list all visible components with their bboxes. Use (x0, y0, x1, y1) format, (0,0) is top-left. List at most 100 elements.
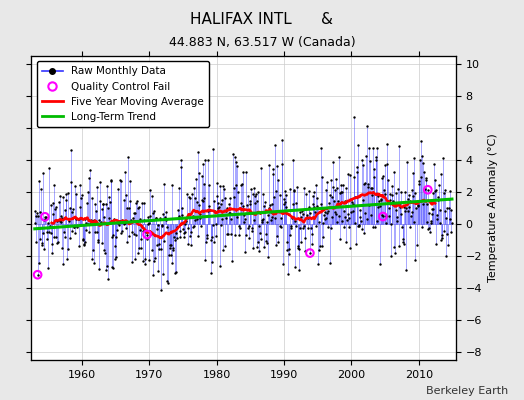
Point (64, 190, 72, 197)
Point (219, 183, 227, 189)
Point (136, 226, 145, 233)
Point (339, 182, 347, 188)
Point (304, 224, 312, 231)
Point (271, 141, 279, 148)
Point (130, 210, 139, 216)
Point (187, 242, 195, 248)
Point (313, 194, 321, 201)
Point (119, 218, 127, 225)
Point (435, 220, 444, 226)
Point (139, 258, 147, 264)
Point (67, 146, 75, 153)
Point (189, 213, 198, 219)
Point (167, 252, 175, 258)
Point (320, 216, 329, 222)
Point (176, 227, 184, 234)
Point (143, 231, 151, 238)
Point (231, 232, 239, 238)
Point (242, 232, 250, 238)
Point (344, 211, 352, 217)
Point (201, 257, 210, 263)
Legend: Raw Monthly Data, Quality Control Fail, Five Year Moving Average, Long-Term Tren: Raw Monthly Data, Quality Control Fail, … (37, 61, 209, 127)
Point (287, 224, 296, 231)
Point (57, 213, 66, 220)
Point (300, 184, 308, 191)
Point (90, 260, 99, 266)
Point (446, 216, 454, 222)
Point (338, 189, 346, 195)
Point (211, 208, 219, 214)
Point (325, 200, 333, 206)
Point (423, 201, 431, 207)
Point (316, 201, 325, 208)
Point (346, 244, 355, 251)
Point (32, 212, 41, 219)
Point (441, 186, 449, 193)
Point (436, 237, 445, 243)
Point (37, 242, 46, 248)
Point (213, 180, 221, 186)
Point (120, 197, 128, 204)
Point (370, 174, 379, 180)
Point (132, 200, 140, 206)
Point (194, 233, 202, 240)
Point (123, 205, 132, 212)
Point (376, 197, 385, 203)
Point (174, 213, 183, 219)
Point (152, 215, 160, 222)
Point (297, 239, 305, 245)
Point (258, 216, 266, 223)
Point (358, 226, 366, 232)
Point (374, 193, 382, 199)
Point (69, 224, 78, 230)
Point (303, 214, 312, 221)
Point (113, 226, 121, 233)
Point (74, 216, 83, 222)
Point (137, 244, 145, 251)
Point (101, 249, 109, 256)
Point (239, 169, 247, 175)
Point (301, 235, 310, 242)
Point (222, 215, 230, 221)
Point (233, 214, 242, 220)
Point (197, 223, 205, 229)
Point (178, 205, 186, 211)
Point (410, 219, 418, 226)
Point (302, 191, 310, 198)
Point (448, 220, 456, 226)
Point (227, 211, 236, 218)
Point (244, 225, 253, 232)
Point (86, 220, 94, 227)
Point (444, 196, 453, 202)
Point (323, 209, 332, 216)
Point (87, 217, 95, 224)
Point (337, 189, 345, 196)
Point (383, 161, 391, 167)
Point (268, 200, 276, 207)
Point (443, 205, 452, 211)
Point (272, 242, 280, 248)
Point (195, 211, 204, 217)
Point (136, 216, 144, 222)
Point (156, 215, 164, 221)
Point (171, 270, 179, 276)
Point (385, 205, 394, 211)
Point (294, 267, 303, 273)
Point (428, 206, 436, 212)
Point (260, 244, 268, 250)
Point (334, 213, 343, 219)
Point (255, 223, 263, 229)
Point (245, 235, 254, 241)
Point (411, 190, 419, 196)
Point (140, 256, 149, 262)
Point (180, 228, 189, 235)
Point (359, 196, 367, 203)
Point (149, 210, 157, 216)
Point (349, 208, 357, 214)
Point (428, 210, 436, 217)
Point (47, 202, 56, 208)
Point (30, 220, 39, 226)
Point (388, 182, 396, 189)
Point (125, 204, 133, 211)
Point (355, 222, 364, 228)
